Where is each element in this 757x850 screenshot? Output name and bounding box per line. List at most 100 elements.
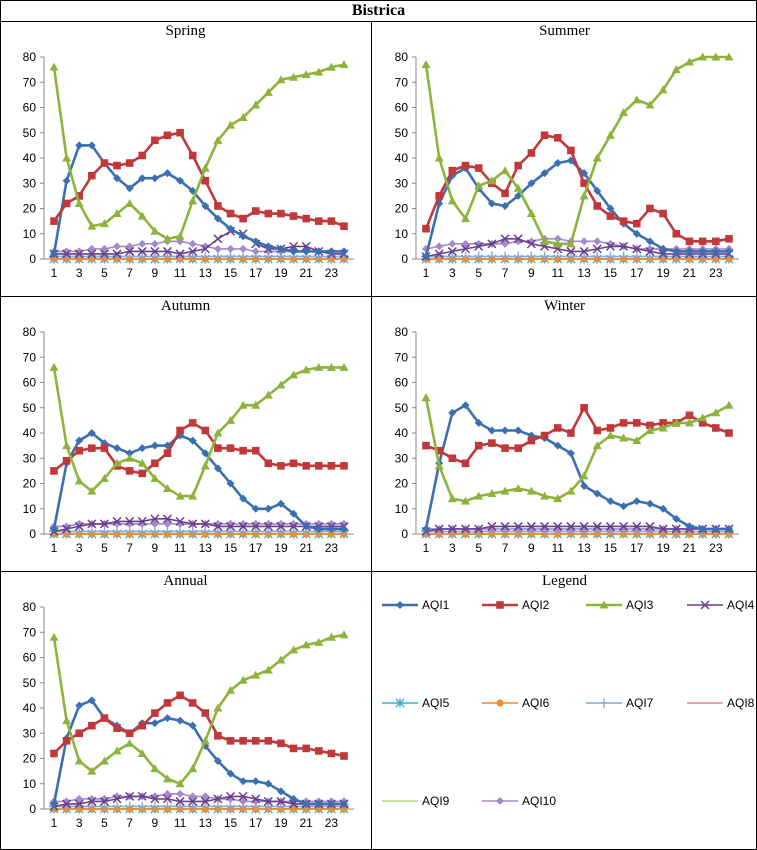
annual-point-aqi1 [50,799,58,808]
divider-col [371,21,372,850]
spring-y-tick-label: 70 [23,75,37,89]
legend-item-aqi9: AQI9 [382,794,450,808]
summer-point-aqi2 [461,161,470,170]
winter-point-aqi4 [592,521,602,531]
autumn-point-aqi2 [125,467,134,475]
spring-point-aqi3 [276,75,286,84]
annual-point-aqi3 [112,746,122,755]
autumn-point-aqi3 [188,491,198,500]
spring-line-aqi2 [52,131,345,228]
winter-point-aqi4 [632,521,642,531]
winter-point-aqi4 [579,521,589,531]
winter-point-aqi2 [646,421,654,430]
autumn-point-aqi7 [200,526,211,537]
spring-point-aqi1 [239,232,248,241]
annual-point-aqi3 [125,738,135,747]
autumn-point-aqi3 [200,461,210,470]
spring-point-aqi2 [75,192,84,200]
annual-point-aqi2 [125,729,134,738]
autumn-point-aqi7 [288,526,299,537]
spring-point-aqi7 [124,251,135,262]
annual-x-tick-label: 21 [299,816,313,830]
autumn-point-aqi2 [62,456,71,465]
summer-point-aqi7 [644,251,655,262]
summer-point-aqi3 [526,209,536,218]
winter-point-aqi1 [698,524,707,533]
autumn-point-aqi1 [113,444,122,453]
spring-point-aqi1 [176,176,185,185]
spring-point-aqi2 [163,131,172,140]
spring-point-aqi4 [62,249,72,259]
legend-item-aqi3: AQI3 [586,598,654,612]
figure-title: Bistrica [351,2,406,19]
spring-point-aqi3 [238,113,248,122]
legend-label-aqi7: AQI7 [626,696,654,710]
summer-y-tick-label: 20 [395,202,409,216]
winter-point-aqi4 [658,524,668,534]
winter-point-aqi4 [460,524,471,534]
autumn-point-aqi2 [314,462,323,470]
annual-point-aqi1 [314,799,323,808]
spring-point-aqi1 [163,169,172,178]
panel-title-annual: Annual [163,573,208,589]
spring-point-aqi2 [151,136,159,145]
winter-point-aqi2 [553,424,562,432]
autumn-y-tick-label: 70 [23,350,37,364]
summer-point-aqi3 [605,130,615,139]
summer-line-aqi2 [424,133,730,243]
spring-point-aqi3 [301,70,311,79]
summer-point-aqi3 [619,108,629,117]
summer-x-tick-label: 7 [502,266,509,280]
spring-point-aqi1 [125,184,134,193]
autumn-point-aqi4 [213,521,223,531]
spring-point-aqi3 [251,100,261,109]
summer-point-aqi1 [487,199,496,208]
autumn-point-aqi3 [99,473,109,482]
autumn-x-tick-label: 11 [174,541,187,555]
winter-point-aqi2 [488,439,496,447]
spring-point-aqi1 [201,201,210,210]
autumn-point-aqi10 [75,519,84,528]
autumn-point-aqi2 [251,446,260,455]
spring-point-aqi3 [112,209,122,218]
autumn-point-aqi7 [99,526,110,537]
annual-x-tick-label: 15 [224,816,238,830]
annual-point-aqi1 [213,757,222,766]
annual-y-tick-label: 60 [23,651,37,665]
legend-marker-aqi2 [496,601,504,609]
summer-point-aqi3 [579,191,589,200]
annual-point-aqi2 [201,709,210,717]
spring-point-aqi4 [112,249,122,259]
winter-line-aqi2 [425,405,730,465]
winter-point-aqi1 [553,441,562,450]
summer-point-aqi2 [672,229,681,238]
legend-marker-aqi6 [496,699,504,707]
summer-point-aqi1 [725,247,733,256]
annual-point-aqi2 [50,749,58,758]
winter-y-tick-label: 60 [395,376,409,390]
annual-y-tick-label: 70 [23,625,37,639]
spring-point-aqi2 [88,171,96,180]
summer-series-aqi7 [421,251,734,262]
autumn-point-aqi1 [176,431,185,440]
winter-x-tick-label: 21 [683,541,697,555]
summer-point-aqi7 [565,251,576,262]
autumn-point-aqi4 [137,516,147,526]
winter-point-aqi2 [725,429,733,437]
winter-point-aqi3 [566,486,576,495]
winter-point-aqi1 [645,499,654,508]
summer-x-tick-label: 17 [630,266,644,280]
autumn-point-aqi3 [125,453,135,462]
autumn-point-aqi4 [188,519,198,529]
summer-point-aqi3 [684,57,694,66]
winter-point-aqi4 [500,521,510,531]
annual-point-aqi10 [100,794,109,803]
summer-point-aqi7 [500,251,511,262]
spring-point-aqi3 [49,62,59,71]
summer-point-aqi1 [606,204,615,213]
autumn-point-aqi3 [49,362,59,371]
legend-label-aqi4: AQI4 [727,598,755,612]
winter-series-aqi2 [422,403,733,468]
winter-point-aqi4 [447,524,457,534]
spring-x-tick-label: 15 [224,266,238,280]
